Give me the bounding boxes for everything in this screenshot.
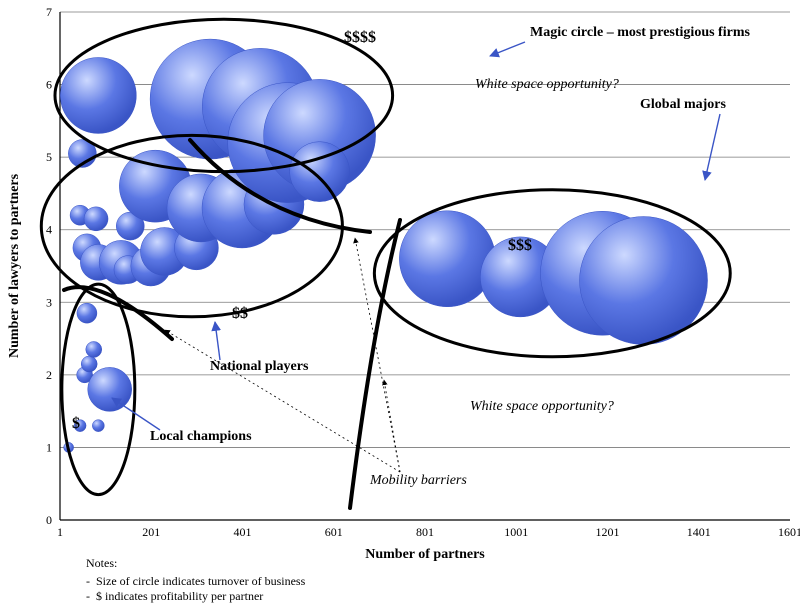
- profitability-marker-3: $$$$: [344, 29, 376, 46]
- bubble: [86, 341, 102, 357]
- profitability-marker-2: $$$: [508, 237, 532, 254]
- group-label-magic-circle: Magic circle – most prestigious firms: [530, 25, 750, 40]
- group-arrow-magic-circle: [490, 42, 525, 56]
- y-tick-label: 4: [46, 223, 52, 237]
- y-tick-label: 2: [46, 368, 52, 382]
- y-tick-label: 1: [46, 440, 52, 454]
- y-axis-label: Number of lawyers to partners: [7, 173, 22, 358]
- mobility-barrier-label: Mobility barriers: [369, 473, 467, 488]
- x-tick-label: 401: [234, 525, 252, 539]
- bubble: [580, 217, 708, 345]
- bubble: [77, 303, 97, 323]
- profitability-marker-1: $$: [232, 305, 248, 322]
- x-tick-label: 201: [142, 525, 160, 539]
- note-line-2: - $ indicates profitability per partner: [86, 589, 305, 605]
- bubble-chart: 1201401601801100112011401160101234567Num…: [0, 0, 800, 599]
- notes-title: Notes:: [86, 556, 305, 572]
- group-arrow-global-majors: [705, 114, 720, 180]
- group-label-national-players: National players: [210, 359, 309, 374]
- group-label-local-champions: Local champions: [150, 429, 252, 444]
- bubble: [92, 420, 104, 432]
- bubble: [60, 57, 136, 133]
- y-tick-label: 0: [46, 513, 52, 527]
- x-tick-label: 801: [416, 525, 434, 539]
- barrier-pointer-2: [384, 380, 400, 472]
- bubble: [84, 207, 108, 231]
- group-arrow-national-players: [215, 322, 220, 360]
- x-tick-label: 1201: [596, 525, 620, 539]
- x-axis-label: Number of partners: [365, 547, 485, 562]
- bubble: [399, 211, 495, 307]
- whitespace-label-1: White space opportunity?: [470, 399, 614, 414]
- barrier-pointer-1: [355, 238, 400, 472]
- bubble: [81, 356, 97, 372]
- x-tick-label: 601: [325, 525, 343, 539]
- y-tick-label: 3: [46, 295, 52, 309]
- y-tick-label: 6: [46, 78, 52, 92]
- y-tick-label: 7: [46, 5, 52, 19]
- group-label-global-majors: Global majors: [640, 97, 726, 112]
- chart-notes: Notes: - Size of circle indicates turnov…: [86, 556, 305, 605]
- y-tick-label: 5: [46, 150, 52, 164]
- note-line-1: - Size of circle indicates turnover of b…: [86, 574, 305, 590]
- bubble: [88, 367, 132, 411]
- x-tick-label: 1401: [687, 525, 711, 539]
- x-tick-label: 1001: [504, 525, 528, 539]
- whitespace-label-0: White space opportunity?: [475, 77, 619, 92]
- profitability-marker-0: $: [72, 415, 80, 432]
- x-tick-label: 1601: [778, 525, 800, 539]
- x-tick-label: 1: [57, 525, 63, 539]
